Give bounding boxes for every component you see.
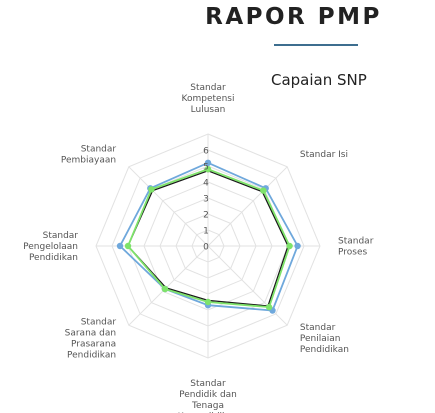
axis-label: Standar Kompetensi Lulusan <box>182 83 235 115</box>
tick-label: 0 <box>203 243 209 253</box>
series-point <box>116 242 124 250</box>
axis-label-line: Standar <box>300 323 336 333</box>
axis-label: Standar Pengelolaan Pendidikan <box>23 231 78 263</box>
series-point <box>161 285 169 293</box>
radar-ticks: 0 1 2 3 4 5 6 <box>203 147 209 253</box>
axis-label: Standar Sarana dan Prasarana Pendidikan <box>65 317 117 360</box>
axis-label: Standar Proses <box>338 237 374 258</box>
axis-label-line: Pendidikan <box>300 345 349 355</box>
axis-label: Standar Penilaian Pendidikan <box>300 323 349 355</box>
axis-label-line: Prasarana <box>71 339 116 349</box>
tick-label: 5 <box>203 163 209 173</box>
series-point <box>265 303 273 311</box>
axis-label-line: Standar <box>81 317 117 327</box>
axis-label-line: Lulusan <box>191 105 226 115</box>
axis-label-line: Standar <box>190 83 226 93</box>
series-point <box>260 187 267 194</box>
axis-label-line: Pembiayaan <box>61 156 116 166</box>
axis-label-line: Standar <box>81 145 117 155</box>
tick-label: 6 <box>203 147 209 157</box>
series-point <box>204 298 212 306</box>
axis-label-line: Penilaian <box>300 334 341 344</box>
axis-label-line: Pendidik dan <box>179 390 237 400</box>
axis-label-line: Proses <box>338 248 368 258</box>
chart-title: Capaian SNP <box>271 71 367 89</box>
axis-label-line: Kompetensi <box>182 94 235 104</box>
axis-label-line: Tenaga <box>191 401 224 411</box>
grid-spoke <box>207 166 288 247</box>
series-point <box>204 159 212 166</box>
series-point <box>286 242 293 250</box>
axis-label-line: Standar <box>190 379 226 389</box>
axis-label-line: Pendidikan <box>67 350 116 360</box>
grid-spoke <box>128 245 209 326</box>
page-title: RAPOR PMP <box>205 4 382 30</box>
tick-label: 4 <box>203 179 209 189</box>
tick-label: 1 <box>203 227 209 237</box>
axis-label-line: Standar <box>43 231 79 241</box>
radar-series-layer <box>116 159 301 314</box>
axis-label-line: Pendidikan <box>29 253 78 263</box>
series-point <box>294 242 301 250</box>
axis-label-line: Pengelolaan <box>23 242 78 252</box>
series-point <box>204 166 212 173</box>
axis-label: Standar Isi <box>300 150 348 160</box>
axis-label: Standar Pembiayaan <box>61 145 117 166</box>
title-underline <box>274 44 358 46</box>
tick-label: 3 <box>203 195 209 205</box>
axis-label-line: Standar Isi <box>300 150 348 160</box>
series-point <box>124 242 132 250</box>
tick-label: 2 <box>203 211 209 221</box>
series-point <box>148 186 155 193</box>
axis-label-line: Sarana dan <box>65 328 116 338</box>
axis-label-line: Standar <box>338 237 374 247</box>
grid-spoke <box>128 166 209 247</box>
